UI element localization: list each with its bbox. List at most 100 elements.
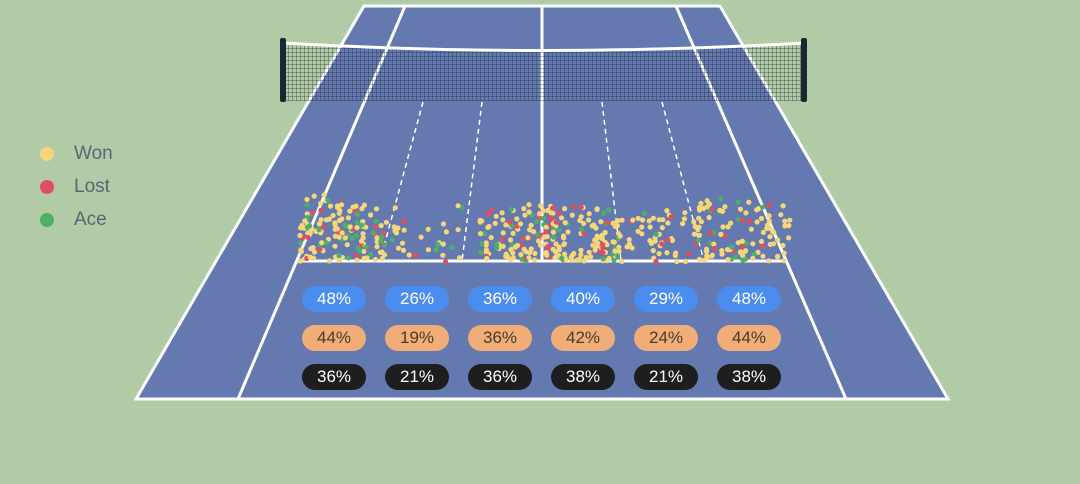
serve-point: [594, 233, 600, 239]
serve-point: [708, 231, 714, 237]
serve-point: [379, 234, 385, 240]
serve-point: [593, 243, 600, 249]
serve-point: [345, 215, 351, 221]
serve-point: [503, 222, 509, 228]
serve-point: [379, 249, 385, 255]
serve-point: [569, 252, 576, 258]
serve-point: [361, 255, 367, 261]
serve-point: [781, 258, 787, 264]
serve-point: [543, 229, 550, 235]
serve-point: [782, 223, 788, 229]
serve-point: [353, 233, 359, 239]
zone-divider: [379, 101, 424, 262]
serve-point: [368, 212, 374, 218]
net-post-left: [280, 38, 286, 102]
serve-point: [298, 225, 304, 231]
serve-point: [327, 203, 334, 209]
serve-point: [586, 249, 592, 255]
serve-point: [653, 259, 659, 265]
serve-point: [604, 258, 610, 264]
zone-2-orange-stat: 19%: [385, 325, 449, 351]
serve-point: [766, 202, 772, 208]
serve-point: [739, 243, 745, 250]
serve-point: [775, 237, 781, 243]
serve-point: [349, 235, 355, 242]
serve-point: [383, 219, 389, 225]
serve-point: [401, 227, 407, 233]
serve-point: [350, 204, 356, 210]
serve-point: [305, 230, 311, 236]
serve-point: [709, 206, 715, 212]
serve-point: [626, 237, 632, 243]
serve-point: [635, 228, 641, 234]
serve-point: [556, 227, 562, 233]
zone-3-black-stat: 36%: [468, 364, 532, 390]
serve-point: [361, 202, 367, 208]
serve-point: [711, 241, 717, 247]
serve-point: [615, 253, 621, 259]
serve-point: [425, 247, 431, 253]
serve-point: [412, 252, 419, 259]
serve-point: [729, 244, 735, 250]
serve-point: [704, 248, 710, 255]
serve-point: [578, 247, 584, 253]
serve-point: [780, 203, 786, 209]
serve-point: [359, 222, 365, 228]
serve-point: [521, 246, 527, 252]
serve-point: [781, 250, 787, 256]
serve-point: [505, 254, 511, 260]
serve-point: [563, 256, 569, 262]
serve-point: [499, 210, 505, 216]
serve-point: [483, 242, 489, 248]
serve-point: [562, 220, 568, 226]
zone-4-black-stat: 38%: [551, 364, 615, 390]
serve-point: [508, 206, 514, 212]
serve-point: [739, 217, 746, 223]
serve-point: [532, 250, 538, 256]
serve-point: [746, 218, 752, 224]
serve-point: [526, 209, 532, 215]
serve-point: [642, 210, 648, 217]
serve-point: [378, 222, 384, 229]
serve-point: [459, 205, 465, 211]
serve-point: [332, 222, 338, 228]
serve-point: [709, 252, 716, 258]
serve-point: [725, 224, 731, 230]
serve-point: [606, 207, 612, 213]
serve-point: [706, 214, 712, 221]
serve-point: [766, 213, 772, 219]
serve-point: [360, 231, 366, 237]
serve-point: [767, 234, 773, 240]
serve-point: [780, 242, 786, 249]
serve-point: [381, 230, 387, 236]
serve-point: [754, 219, 760, 225]
serve-point: [372, 256, 378, 263]
net: [283, 43, 804, 101]
serve-point: [534, 231, 540, 237]
serve-point: [750, 241, 756, 247]
serve-point: [334, 203, 340, 209]
serve-point: [650, 215, 657, 221]
serve-point: [354, 219, 360, 226]
serve-point: [605, 219, 611, 225]
serve-point: [682, 258, 689, 265]
serve-point: [305, 234, 311, 240]
serve-point: [514, 216, 520, 222]
serve-point: [565, 229, 571, 235]
serve-point: [336, 253, 342, 259]
serve-point: [639, 231, 645, 237]
serve-point: [759, 204, 766, 210]
serve-point: [698, 200, 704, 206]
legend-dot-won: [40, 146, 54, 161]
serve-point: [309, 209, 315, 216]
zone-2-black-stat: 21%: [385, 364, 449, 390]
serve-point: [400, 247, 407, 253]
serve-point: [756, 206, 762, 212]
serve-point: [577, 257, 583, 263]
serve-point: [500, 236, 506, 242]
serve-point: [361, 248, 367, 254]
serve-point: [672, 252, 678, 259]
serve-point: [550, 229, 557, 235]
serve-point: [481, 231, 488, 237]
serve-point: [399, 240, 406, 246]
